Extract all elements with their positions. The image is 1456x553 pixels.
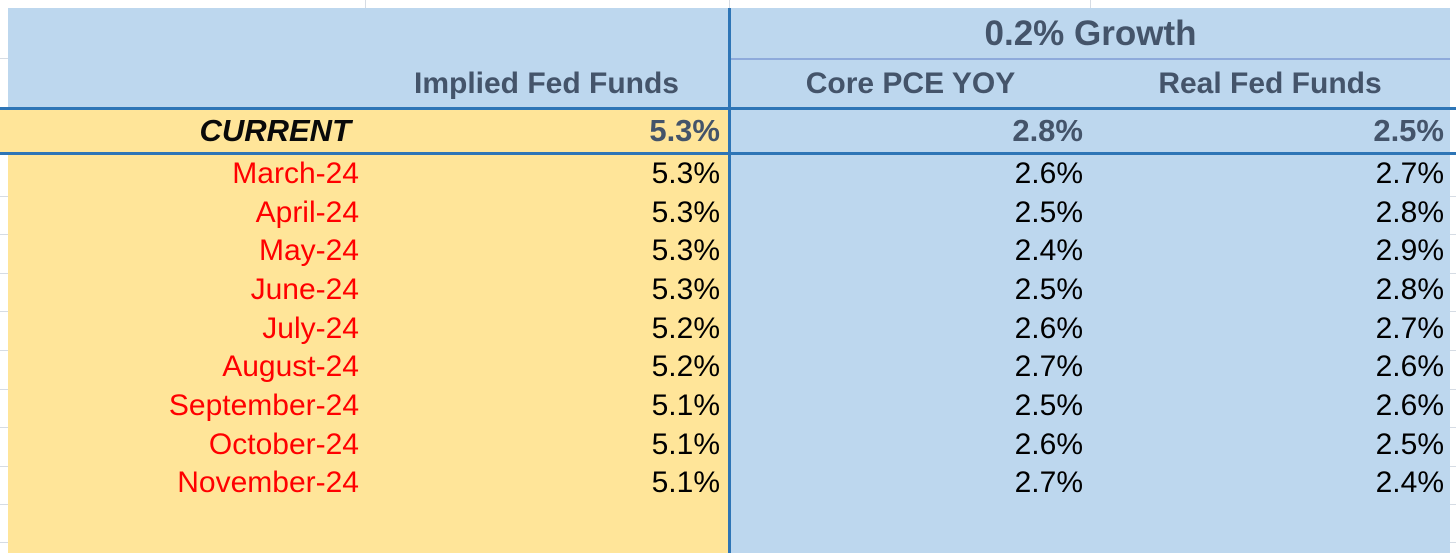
month-cell[interactable]: October-24: [208, 427, 359, 461]
implied-fed-funds-cell[interactable]: 5.3%: [651, 272, 720, 306]
table-row: June-24 5.3% 2.5% 2.8%: [8, 271, 1450, 310]
core-pce-yoy-cell[interactable]: 2.6%: [1014, 157, 1083, 190]
month-cell[interactable]: May-24: [258, 234, 359, 268]
table-row: April-24 5.3% 2.5% 2.8%: [8, 194, 1450, 233]
monthly-rows-container: March-24 5.3% 2.6% 2.7% April-24 5.3% 2.5% 2.8%…: [8, 155, 1450, 503]
right-gutter-gridline: [1450, 273, 1456, 274]
core-pce-yoy-cell[interactable]: 2.7%: [1014, 350, 1083, 384]
current-row: CURRENT 5.3% 2.8% 2.5%: [0, 110, 1450, 152]
right-gutter-gridline: [1450, 427, 1456, 428]
real-fed-funds-cell[interactable]: 2.5%: [1375, 427, 1444, 461]
table-row: November-24 5.1% 2.7% 2.4%: [8, 464, 1450, 503]
right-gutter-gridline: [1450, 504, 1456, 505]
implied-fed-funds-cell[interactable]: 5.1%: [651, 427, 720, 461]
core-pce-yoy-cell[interactable]: 2.7%: [1014, 466, 1083, 500]
left-gutter-gridline: [0, 58, 8, 59]
left-gutter-gridline: [0, 350, 8, 351]
month-cell[interactable]: September-24: [168, 388, 359, 422]
real-fed-funds-cell[interactable]: 2.8%: [1375, 195, 1444, 229]
data-area-right-background: [731, 155, 1450, 553]
real-fed-funds-cell[interactable]: 2.7%: [1375, 157, 1444, 190]
current-row-left-background: [0, 110, 728, 152]
real-fed-funds-cell[interactable]: 2.6%: [1375, 350, 1444, 384]
implied-fed-funds-cell[interactable]: 5.3%: [651, 157, 720, 190]
implied-fed-funds-cell[interactable]: 5.1%: [651, 388, 720, 422]
left-gutter-gridline: [0, 311, 8, 312]
left-gutter-gridline: [0, 427, 8, 428]
month-cell[interactable]: July-24: [262, 311, 359, 345]
core-pce-yoy-cell[interactable]: 2.5%: [1014, 388, 1083, 422]
core-pce-yoy-cell[interactable]: 2.4%: [1014, 234, 1083, 268]
table-row: May-24 5.3% 2.4% 2.9%: [8, 232, 1450, 271]
table-row: March-24 5.3% 2.6% 2.7%: [8, 155, 1450, 194]
right-header-background: [731, 8, 1450, 107]
growth-header-divider-line: [731, 58, 1450, 60]
core-pce-yoy-cell[interactable]: 2.5%: [1014, 195, 1083, 229]
table-row: August-24 5.2% 2.7% 2.6%: [8, 348, 1450, 387]
core-pce-yoy-cell[interactable]: 2.5%: [1014, 272, 1083, 306]
real-fed-funds-header-cell[interactable]: Real Fed Funds: [1158, 67, 1382, 100]
table-row: October-24 5.1% 2.6% 2.5%: [8, 426, 1450, 465]
current-label-cell[interactable]: CURRENT: [199, 113, 351, 148]
table-row: July-24 5.2% 2.6% 2.7%: [8, 310, 1450, 349]
month-cell[interactable]: August-24: [222, 350, 359, 384]
real-fed-funds-cell[interactable]: 2.6%: [1375, 388, 1444, 422]
implied-fed-funds-cell[interactable]: 5.1%: [651, 466, 720, 500]
top-gutter-gridline: [365, 0, 366, 8]
current-real-fed-funds-cell[interactable]: 2.5%: [1373, 113, 1444, 148]
implied-fed-funds-header-cell[interactable]: Implied Fed Funds: [413, 67, 679, 100]
right-gutter-gridline: [1450, 196, 1456, 197]
right-gutter-gridline: [1450, 350, 1456, 351]
table-row: September-24 5.1% 2.5% 2.6%: [8, 387, 1450, 426]
real-fed-funds-cell[interactable]: 2.9%: [1375, 234, 1444, 268]
section-vertical-divider: [728, 8, 731, 553]
right-gutter-gridline: [1450, 311, 1456, 312]
month-cell[interactable]: April-24: [255, 195, 359, 229]
growth-scenario-header-cell[interactable]: 0.2% Growth: [984, 14, 1197, 53]
month-cell[interactable]: March-24: [232, 157, 359, 190]
current-row-right-background: [731, 110, 1450, 152]
core-pce-yoy-header-cell[interactable]: Core PCE YOY: [805, 67, 1016, 100]
implied-fed-funds-cell[interactable]: 5.2%: [651, 350, 720, 384]
left-gutter-gridline: [0, 196, 8, 197]
right-gutter-gridline: [1450, 542, 1456, 543]
left-header-background: [8, 8, 728, 107]
right-gutter-gridline: [1450, 234, 1456, 235]
left-gutter-gridline: [0, 389, 8, 390]
month-cell[interactable]: June-24: [250, 272, 359, 306]
implied-fed-funds-cell[interactable]: 5.3%: [651, 234, 720, 268]
left-gutter-gridline: [0, 504, 8, 505]
top-gutter-gridline: [729, 0, 730, 8]
current-implied-fed-funds-cell[interactable]: 5.3%: [649, 113, 720, 148]
left-gutter-gridline: [0, 466, 8, 467]
left-gutter-gridline: [0, 273, 8, 274]
top-gutter-gridline: [1090, 0, 1091, 8]
right-gutter-gridline: [1450, 466, 1456, 467]
month-cell[interactable]: November-24: [177, 466, 359, 500]
data-area-left-background: [8, 155, 728, 553]
right-gutter-gridline: [1450, 389, 1456, 390]
implied-fed-funds-cell[interactable]: 5.2%: [651, 311, 720, 345]
real-fed-funds-cell[interactable]: 2.4%: [1375, 466, 1444, 500]
current-core-pce-cell[interactable]: 2.8%: [1012, 113, 1083, 148]
real-fed-funds-cell[interactable]: 2.7%: [1375, 311, 1444, 345]
core-pce-yoy-cell[interactable]: 2.6%: [1014, 311, 1083, 345]
core-pce-yoy-cell[interactable]: 2.6%: [1014, 427, 1083, 461]
left-gutter-gridline: [0, 542, 8, 543]
implied-fed-funds-cell[interactable]: 5.3%: [651, 195, 720, 229]
real-fed-funds-cell[interactable]: 2.8%: [1375, 272, 1444, 306]
left-gutter-gridline: [0, 234, 8, 235]
